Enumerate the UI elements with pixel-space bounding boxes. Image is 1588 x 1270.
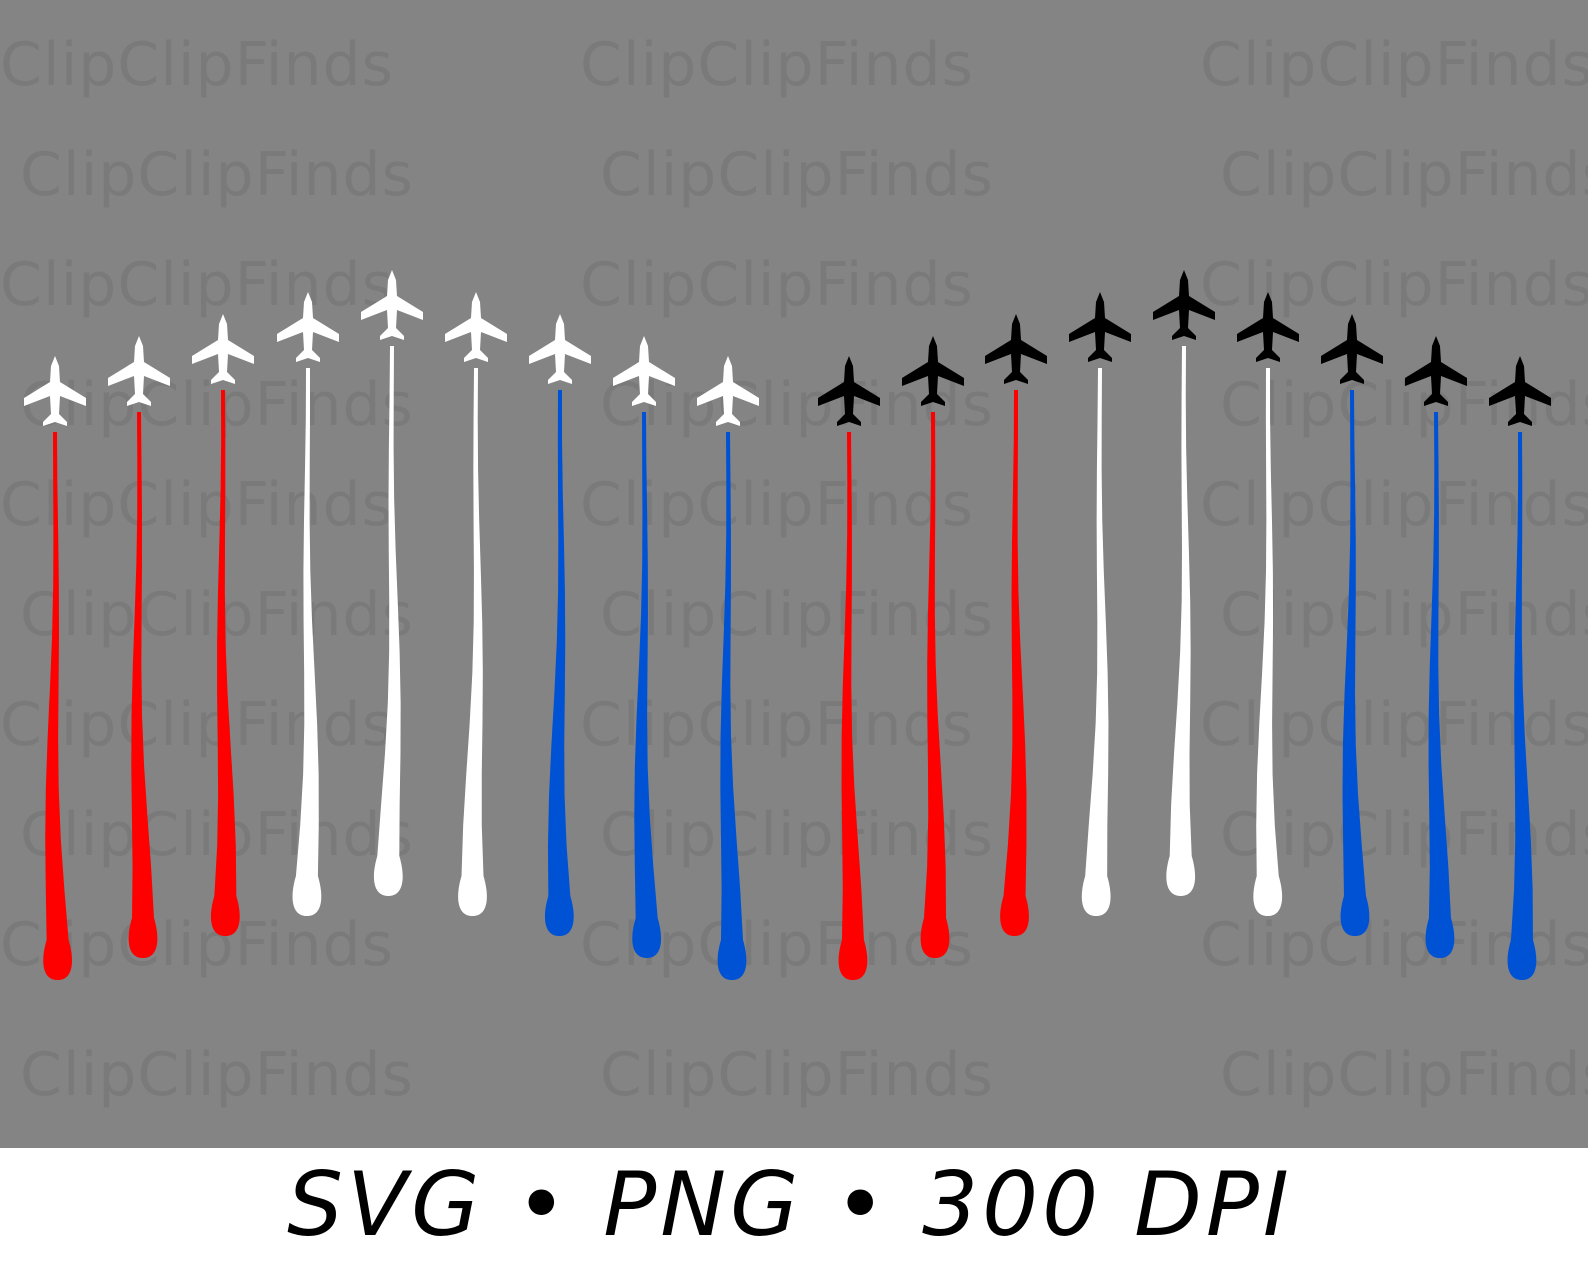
white-jet-formation — [24, 270, 759, 980]
jet-icon — [361, 270, 423, 340]
black-jet-formation — [818, 270, 1551, 980]
jet-icon — [697, 356, 759, 426]
white-smoke-trail — [458, 368, 487, 916]
jet-icon — [192, 314, 254, 384]
blue-smoke-trail — [1425, 412, 1455, 958]
jet-icon — [985, 314, 1047, 384]
red-smoke-trail — [43, 432, 73, 980]
jet-icon — [818, 356, 880, 426]
red-smoke-trail — [838, 432, 868, 980]
red-smoke-trail — [210, 390, 240, 936]
white-smoke-trail — [292, 368, 322, 916]
white-smoke-trail — [1081, 368, 1111, 916]
blue-smoke-trail — [717, 432, 747, 980]
blue-smoke-trail — [632, 412, 662, 958]
red-smoke-trail — [128, 412, 158, 958]
white-smoke-trail — [1253, 368, 1283, 916]
red-smoke-trail — [920, 412, 950, 958]
jet-icon — [1069, 292, 1131, 362]
white-smoke-trail — [373, 346, 403, 896]
jet-icon — [1237, 292, 1299, 362]
jet-icon — [613, 336, 675, 406]
jet-icon — [1489, 356, 1551, 426]
jet-icon — [902, 336, 964, 406]
file-format-caption: SVG • PNG • 300 DPI — [287, 1153, 1293, 1256]
blue-smoke-trail — [1340, 390, 1370, 936]
art-panel: ClipClipFinds ClipClipFinds ClipClipFinds C… — [0, 0, 1588, 1148]
jet-icon — [1321, 314, 1383, 384]
jet-formations — [24, 270, 1551, 980]
red-smoke-trail — [1000, 390, 1029, 936]
blue-smoke-trail — [544, 390, 574, 936]
white-smoke-trail — [1166, 346, 1196, 896]
jet-icon — [108, 336, 170, 406]
jet-icon — [277, 292, 339, 362]
jet-icon — [529, 314, 591, 384]
jet-icon — [24, 356, 86, 426]
jet-icon — [445, 292, 507, 362]
caption-band: SVG • PNG • 300 DPI — [0, 1148, 1588, 1270]
jet-icon — [1153, 270, 1215, 340]
jet-icon — [1405, 336, 1467, 406]
blue-smoke-trail — [1507, 432, 1537, 980]
